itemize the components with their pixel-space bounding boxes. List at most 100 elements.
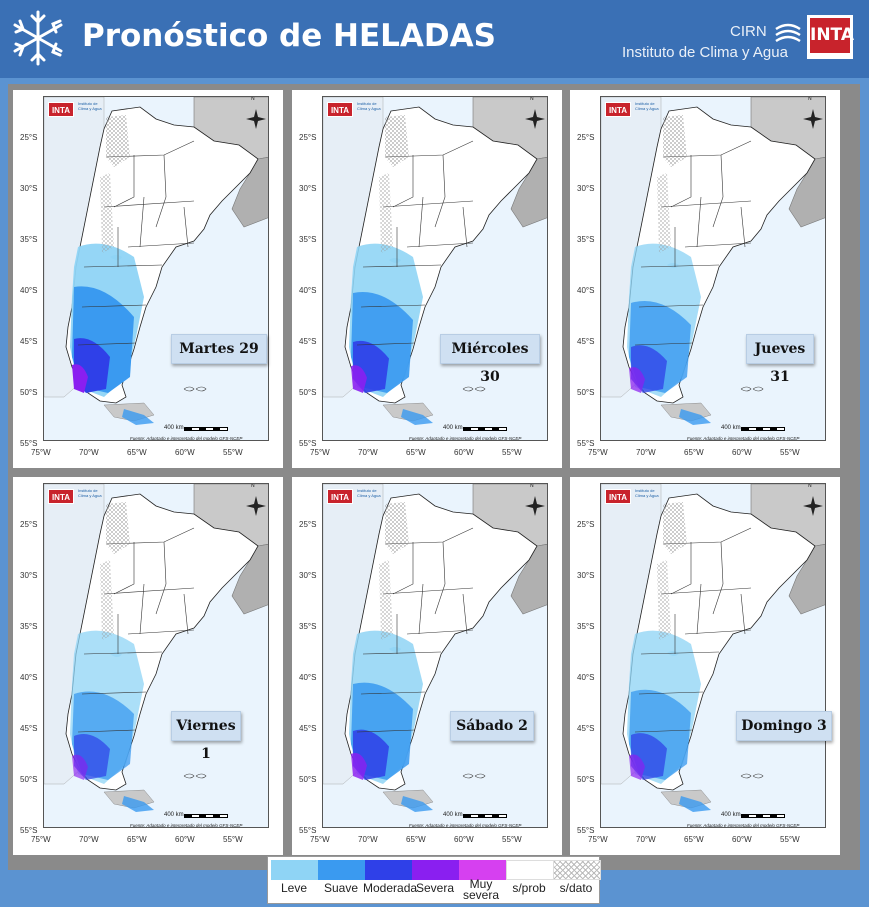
- malvinas-islands: [462, 773, 486, 779]
- latitude-label: 50°S: [299, 388, 317, 397]
- org-long-label: Instituto de Clima y Agua: [622, 44, 788, 61]
- latitude-label: 55°S: [577, 439, 595, 448]
- longitude-label: 75°W: [31, 835, 51, 844]
- malvinas-islands: [462, 386, 486, 392]
- argentina-frost-map: [44, 484, 268, 812]
- longitude-label: 65°W: [406, 448, 426, 457]
- latitude-label: 55°S: [20, 826, 38, 835]
- latitude-label: 25°S: [20, 520, 38, 529]
- day-label: Martes 29: [171, 334, 267, 364]
- latitude-label: 25°S: [299, 520, 317, 529]
- latitude-label: 45°S: [20, 337, 38, 346]
- longitude-label: 65°W: [127, 835, 147, 844]
- legend: Leve Suave Moderada Severa Muy severa s/prob s…: [267, 856, 601, 904]
- map-panel: INTA Instituto de Clima y Agua N 400 km Fuen…: [570, 477, 840, 855]
- legend-swatch: [553, 860, 601, 880]
- scale-bar: [741, 427, 785, 431]
- latitude-label: 30°S: [577, 571, 595, 580]
- map-plot: INTA Instituto de Clima y Agua N 400 km Fuen…: [43, 96, 269, 441]
- compass-rose-icon: [803, 496, 823, 516]
- argentina-frost-map: [44, 97, 268, 425]
- longitude-label: 55°W: [502, 448, 522, 457]
- longitude-label: 70°W: [636, 835, 656, 844]
- inta-logo: INTA: [807, 15, 854, 59]
- longitude-label: 70°W: [358, 448, 378, 457]
- source-note: Fuente: Adaptado e interpretado del mode…: [130, 823, 243, 828]
- latitude-label: 50°S: [577, 775, 595, 784]
- map-plot: INTA Instituto de Clima y Agua N 400 km Fuen…: [322, 483, 548, 828]
- argentina-frost-map: [601, 484, 825, 812]
- latitude-label: 40°S: [299, 673, 317, 682]
- legend-label: Leve: [280, 881, 308, 895]
- latitude-label: 55°S: [20, 439, 38, 448]
- longitude-label: 65°W: [684, 448, 704, 457]
- latitude-label: 50°S: [20, 388, 38, 397]
- institute-mini-logo: Instituto de Clima y Agua: [78, 488, 102, 498]
- scale-label: 400 km: [721, 812, 741, 818]
- inta-mini-logo: INTA: [605, 489, 631, 504]
- institute-mini-logo: Instituto de Clima y Agua: [357, 488, 381, 498]
- legend-label: Suave: [323, 881, 359, 895]
- longitude-label: 75°W: [310, 448, 330, 457]
- latitude-label: 25°S: [577, 520, 595, 529]
- longitude-label: 60°W: [732, 835, 752, 844]
- legend-label: s/prob: [512, 881, 546, 895]
- latitude-label: 45°S: [577, 337, 595, 346]
- inta-mini-logo: INTA: [327, 102, 353, 117]
- map-panel: INTA Instituto de Clima y Agua N 400 km Fuen…: [292, 90, 562, 468]
- map-panel: INTA Instituto de Clima y Agua N 400 km Fuen…: [13, 477, 283, 855]
- header-bar: Pronóstico de HELADAS CIRN Instituto de …: [0, 0, 869, 78]
- latitude-label: 45°S: [299, 724, 317, 733]
- latitude-label: 30°S: [299, 571, 317, 580]
- malvinas-islands: [183, 386, 207, 392]
- legend-label: s/dato: [559, 881, 593, 895]
- latitude-label: 55°S: [299, 439, 317, 448]
- longitude-label: 70°W: [79, 835, 99, 844]
- latitude-label: 35°S: [299, 622, 317, 631]
- latitude-label: 55°S: [299, 826, 317, 835]
- latitude-label: 35°S: [20, 622, 38, 631]
- latitude-label: 45°S: [299, 337, 317, 346]
- north-label: N: [530, 483, 534, 489]
- scale-label: 400 km: [721, 425, 741, 431]
- inta-mini-logo: INTA: [48, 489, 74, 504]
- scale-bar: [184, 427, 228, 431]
- longitude-label: 65°W: [127, 448, 147, 457]
- latitude-label: 40°S: [299, 286, 317, 295]
- institute-mini-logo: Instituto de Clima y Agua: [357, 101, 381, 111]
- scale-bar: [741, 814, 785, 818]
- snowflake-icon: [13, 10, 63, 66]
- legend-label: Moderada: [363, 881, 418, 895]
- north-label: N: [251, 483, 255, 489]
- latitude-label: 35°S: [577, 235, 595, 244]
- map-panel: INTA Instituto de Clima y Agua N 400 km Fuen…: [570, 90, 840, 468]
- page-title: Pronóstico de HELADAS: [82, 18, 496, 54]
- day-label: Jueves 31: [746, 334, 814, 385]
- latitude-label: 30°S: [20, 184, 38, 193]
- longitude-label: 60°W: [454, 835, 474, 844]
- latitude-label: 30°S: [299, 184, 317, 193]
- map-plot: INTA Instituto de Clima y Agua N 400 km Fuen…: [322, 96, 548, 441]
- north-label: N: [251, 96, 255, 102]
- institute-mini-logo: Instituto de Clima y Agua: [635, 488, 659, 498]
- legend-swatch: [506, 860, 554, 880]
- longitude-label: 75°W: [588, 835, 608, 844]
- source-note: Fuente: Adaptado e interpretado del mode…: [687, 436, 800, 441]
- malvinas-islands: [740, 386, 764, 392]
- longitude-label: 70°W: [358, 835, 378, 844]
- latitude-label: 50°S: [20, 775, 38, 784]
- legend-swatch: [412, 860, 460, 880]
- latitude-label: 55°S: [577, 826, 595, 835]
- legend-swatch: [365, 860, 413, 880]
- latitude-label: 40°S: [577, 286, 595, 295]
- longitude-label: 55°W: [780, 448, 800, 457]
- legend-swatch: [271, 860, 319, 880]
- latitude-label: 40°S: [20, 286, 38, 295]
- argentina-frost-map: [323, 484, 547, 812]
- compass-rose-icon: [246, 496, 266, 516]
- longitude-label: 65°W: [406, 835, 426, 844]
- source-note: Fuente: Adaptado e interpretado del mode…: [130, 436, 243, 441]
- longitude-label: 70°W: [79, 448, 99, 457]
- inta-mini-logo: INTA: [327, 489, 353, 504]
- legend-swatch: [318, 860, 366, 880]
